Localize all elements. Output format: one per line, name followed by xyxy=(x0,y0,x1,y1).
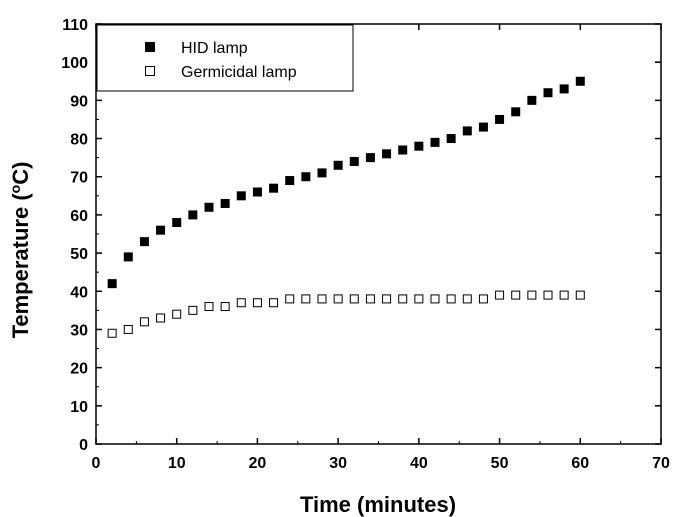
legend-marker-germicidal-lamp xyxy=(145,66,155,76)
point-germicidal-lamp xyxy=(139,317,149,327)
point-hid-lamp xyxy=(301,172,311,182)
point-germicidal-lamp xyxy=(446,294,456,304)
point-germicidal-lamp xyxy=(365,294,375,304)
point-hid-lamp xyxy=(204,202,214,212)
point-hid-lamp xyxy=(107,279,117,289)
point-germicidal-lamp xyxy=(398,294,408,304)
legend: HID lamp Germicidal lamp xyxy=(96,24,354,92)
x-tick-label: 50 xyxy=(491,455,509,472)
point-hid-lamp xyxy=(317,168,327,178)
point-hid-lamp xyxy=(511,107,521,117)
x-tick-label: 60 xyxy=(571,455,589,472)
point-germicidal-lamp xyxy=(559,290,569,300)
y-tick-label: 70 xyxy=(70,170,88,187)
point-germicidal-lamp xyxy=(495,290,505,300)
point-hid-lamp xyxy=(333,160,343,170)
point-germicidal-lamp xyxy=(269,298,279,308)
point-hid-lamp xyxy=(527,95,537,105)
point-germicidal-lamp xyxy=(188,305,198,315)
point-germicidal-lamp xyxy=(107,328,117,338)
point-hid-lamp xyxy=(252,187,262,197)
legend-box xyxy=(96,24,354,92)
y-tick-label: 60 xyxy=(70,208,88,225)
point-germicidal-lamp xyxy=(527,290,537,300)
point-hid-lamp xyxy=(575,76,585,86)
point-germicidal-lamp xyxy=(543,290,553,300)
point-hid-lamp xyxy=(156,225,166,235)
point-germicidal-lamp xyxy=(220,302,230,312)
point-germicidal-lamp xyxy=(414,294,424,304)
point-hid-lamp xyxy=(220,198,230,208)
x-tick-label: 30 xyxy=(329,455,347,472)
point-germicidal-lamp xyxy=(172,309,182,319)
y-axis-title-main: Temperature ( xyxy=(8,193,33,339)
point-hid-lamp xyxy=(430,137,440,147)
x-tick-label: 70 xyxy=(652,455,670,472)
point-germicidal-lamp xyxy=(123,324,133,334)
y-tick-label: 110 xyxy=(62,17,88,34)
point-hid-lamp xyxy=(139,237,149,247)
point-hid-lamp xyxy=(365,153,375,163)
y-tick-label: 10 xyxy=(70,399,88,416)
y-tick-label: 0 xyxy=(79,437,88,454)
point-germicidal-lamp xyxy=(333,294,343,304)
point-hid-lamp xyxy=(285,176,295,186)
y-axis-title: Temperature (oC) xyxy=(7,162,33,339)
point-hid-lamp xyxy=(495,114,505,124)
point-hid-lamp xyxy=(236,191,246,201)
point-hid-lamp xyxy=(462,126,472,136)
point-hid-lamp xyxy=(269,183,279,193)
y-axis-title-superscript: o xyxy=(7,185,23,194)
y-tick-label: 50 xyxy=(70,246,88,263)
point-hid-lamp xyxy=(188,210,198,220)
point-germicidal-lamp xyxy=(478,294,488,304)
plot-frame xyxy=(95,23,662,445)
y-tick-label: 80 xyxy=(70,132,88,149)
point-germicidal-lamp xyxy=(301,294,311,304)
legend-label-germicidal-lamp: Germicidal lamp xyxy=(181,64,297,81)
data-points xyxy=(107,76,585,338)
point-germicidal-lamp xyxy=(462,294,472,304)
y-tick-label: 30 xyxy=(70,322,88,339)
x-tick-label: 40 xyxy=(410,455,428,472)
x-axis-title: Time (minutes) xyxy=(300,492,456,517)
y-axis-title-unit: C) xyxy=(8,162,33,185)
point-hid-lamp xyxy=(382,149,392,159)
point-hid-lamp xyxy=(414,141,424,151)
x-tick-label: 20 xyxy=(249,455,267,472)
point-germicidal-lamp xyxy=(382,294,392,304)
point-germicidal-lamp xyxy=(317,294,327,304)
legend-label-hid-lamp: HID lamp xyxy=(181,40,248,57)
point-germicidal-lamp xyxy=(430,294,440,304)
point-germicidal-lamp xyxy=(156,313,166,323)
y-tick-label: 20 xyxy=(70,361,88,378)
point-germicidal-lamp xyxy=(575,290,585,300)
point-germicidal-lamp xyxy=(511,290,521,300)
point-hid-lamp xyxy=(478,122,488,132)
point-germicidal-lamp xyxy=(204,302,214,312)
x-tick-label: 0 xyxy=(92,455,101,472)
point-hid-lamp xyxy=(349,156,359,166)
point-germicidal-lamp xyxy=(349,294,359,304)
x-tick-label: 10 xyxy=(168,455,186,472)
point-hid-lamp xyxy=(123,252,133,262)
y-tick-label: 90 xyxy=(70,93,88,110)
point-germicidal-lamp xyxy=(252,298,262,308)
legend-marker-hid-lamp xyxy=(145,42,155,52)
point-hid-lamp xyxy=(446,134,456,144)
tick-labels: 0 10 20 30 40 50 60 70 0 10 20 30 40 50 60 70 80 90 100 110 xyxy=(61,17,670,472)
point-germicidal-lamp xyxy=(236,298,246,308)
y-tick-label: 40 xyxy=(70,284,88,301)
point-hid-lamp xyxy=(543,88,553,98)
point-germicidal-lamp xyxy=(285,294,295,304)
point-hid-lamp xyxy=(559,84,569,94)
point-hid-lamp xyxy=(398,145,408,155)
y-tick-label: 100 xyxy=(61,55,88,72)
point-hid-lamp xyxy=(172,218,182,228)
